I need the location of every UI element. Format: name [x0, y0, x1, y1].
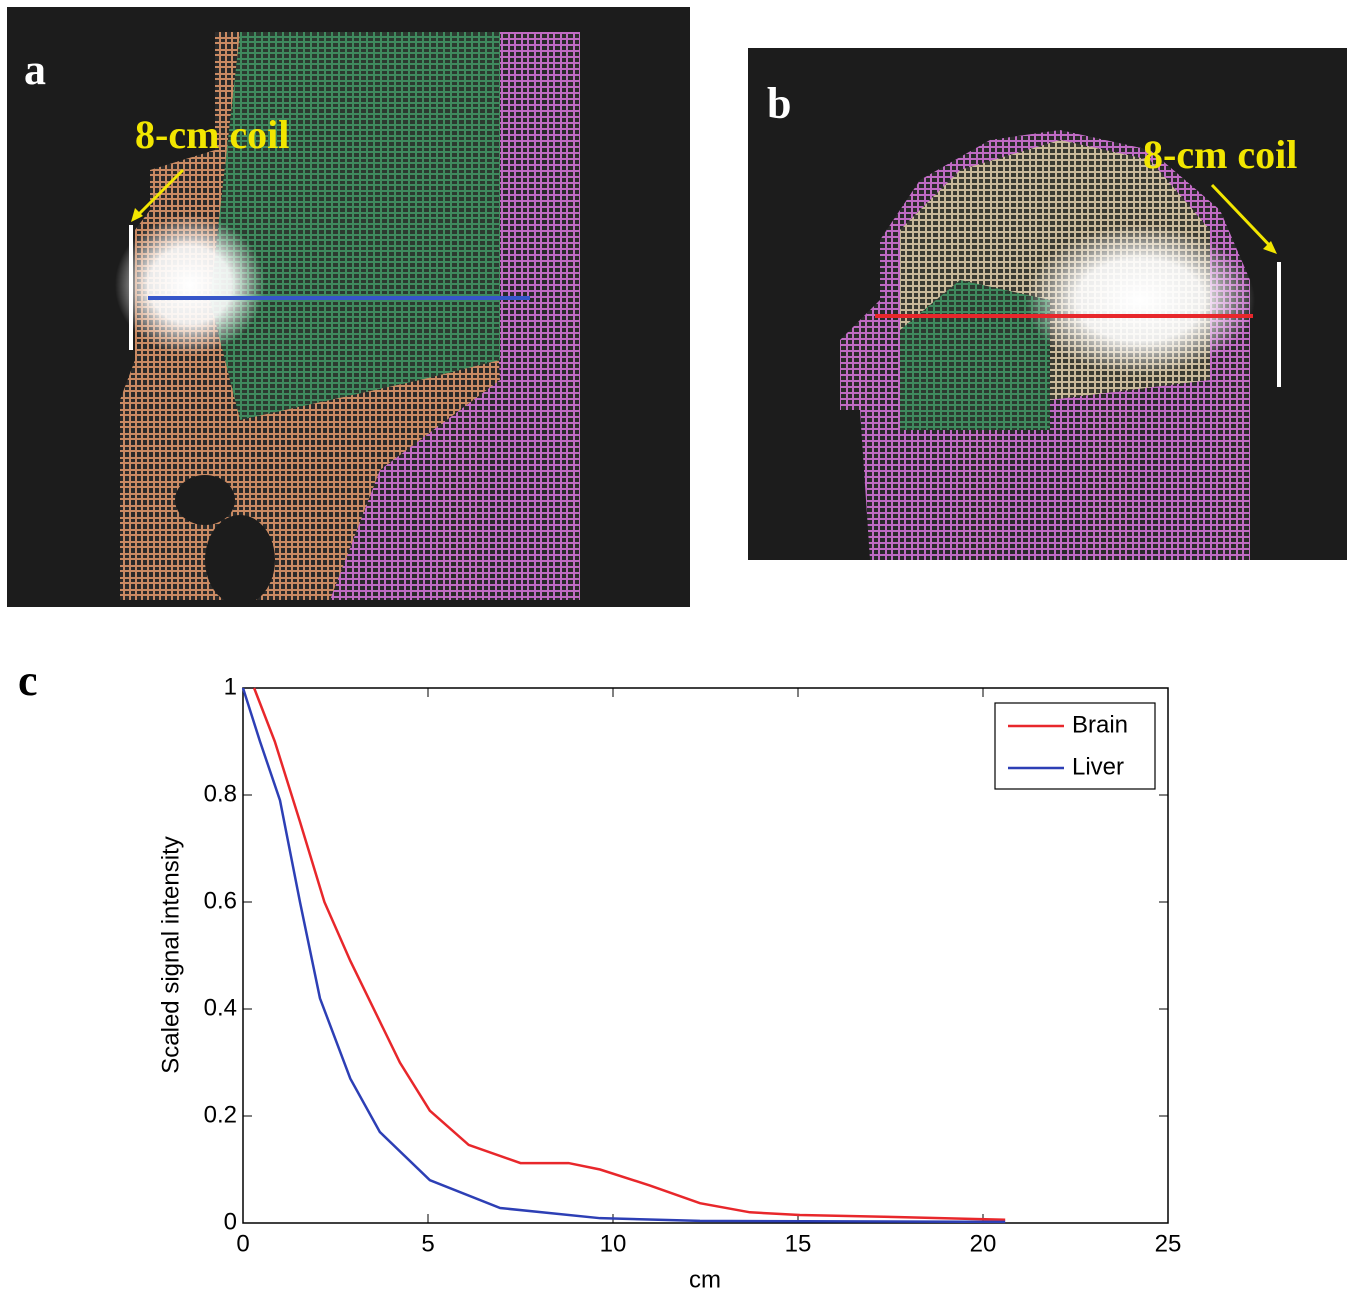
y-tick-label: 0.8 [204, 780, 237, 807]
data-line [241, 687, 1006, 1224]
x-tick-label: 10 [600, 1230, 627, 1257]
panel-label: a [24, 45, 46, 94]
x-tick-label: 15 [785, 1230, 812, 1257]
panel-a-image [7, 7, 690, 607]
panel-label: c [18, 656, 38, 705]
x-axis-label: cm [689, 1266, 721, 1293]
y-tick-label: 0.6 [204, 887, 237, 914]
panel-label: b [767, 79, 791, 128]
y-tick-label: 0.4 [204, 994, 237, 1021]
y-tick-label: 0.2 [204, 1101, 237, 1128]
plot-frame [242, 687, 1169, 1224]
y-tick-label: 0 [224, 1208, 237, 1235]
coil-annotation: 8-cm coil [135, 112, 289, 157]
legend-box [994, 702, 1156, 790]
data-line [252, 687, 1006, 1222]
y-axis-label: Scaled signal intensity [157, 836, 184, 1073]
y-tick-label: 1 [224, 673, 237, 700]
coil-annotation: 8-cm coil [1143, 132, 1297, 177]
x-tick-label: 5 [421, 1230, 434, 1257]
x-tick-label: 0 [236, 1230, 249, 1257]
legend-label: Brain [1072, 711, 1128, 738]
legend-label: Liver [1072, 753, 1124, 780]
panel-b-image [748, 48, 1347, 560]
x-tick-label: 20 [970, 1230, 997, 1257]
x-tick-label: 25 [1155, 1230, 1182, 1257]
